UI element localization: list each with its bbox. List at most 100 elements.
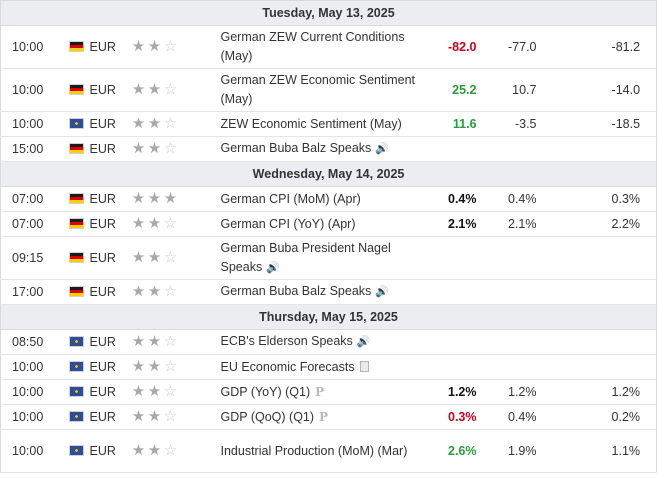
event-name[interactable]: German Buba Balz Speaks: [220, 284, 372, 298]
star-filled-icon: ★: [131, 383, 146, 400]
event-row[interactable]: 07:00 EUR ★ ★ ★ German CPI (MoM) (Apr) 0.4% 0.4…: [0, 186, 657, 212]
importance-stars: ★ ★ ☆: [130, 68, 221, 112]
event-name-cell[interactable]: GDP (YoY) (Q1) P: [220, 379, 429, 405]
star-empty-icon: ☆: [163, 358, 178, 375]
currency-code: EUR: [89, 335, 116, 349]
star-empty-icon: ☆: [163, 81, 178, 98]
germany-flag-icon: [68, 193, 84, 204]
event-previous: [574, 236, 657, 280]
day-header-label: Thursday, May 15, 2025: [0, 304, 657, 330]
event-actual: 25.2: [428, 68, 487, 112]
event-currency-cell: EUR: [68, 111, 131, 137]
eu-flag-icon: [68, 336, 84, 347]
importance-stars: ★ ★ ☆: [130, 236, 221, 280]
event-name-cell[interactable]: German Buba Balz Speaks 🔊: [220, 279, 429, 305]
event-name[interactable]: German ZEW Current Conditions (May): [220, 30, 405, 63]
event-time: 07:00: [0, 186, 69, 212]
event-name[interactable]: German ZEW Economic Sentiment (May): [220, 73, 416, 106]
event-forecast: 0.4%: [486, 404, 575, 430]
day-header: Tuesday, May 13, 2025: [0, 0, 657, 26]
preliminary-icon: P: [319, 409, 329, 424]
event-time: 10:00: [0, 111, 69, 137]
event-currency-cell: EUR: [68, 186, 131, 212]
event-forecast: 10.7: [486, 68, 575, 112]
event-currency-cell: EUR: [68, 354, 131, 380]
star-filled-icon: ★: [147, 358, 162, 375]
importance-stars: ★ ★ ☆: [130, 136, 221, 162]
event-name-cell[interactable]: German CPI (YoY) (Apr): [220, 211, 429, 237]
currency-code: EUR: [89, 410, 116, 424]
event-time: 10:00: [0, 429, 69, 473]
star-filled-icon: ★: [147, 215, 162, 232]
star-empty-icon: ☆: [163, 408, 178, 425]
event-row[interactable]: 10:00 EUR ★ ★ ☆ German ZEW Economic Sentiment…: [0, 68, 657, 112]
event-name-cell[interactable]: German Buba President Nagel Speaks 🔊: [220, 236, 429, 280]
star-filled-icon: ★: [131, 81, 146, 98]
event-time: 15:00: [0, 136, 69, 162]
event-name-cell[interactable]: German ZEW Current Conditions (May): [220, 25, 429, 69]
star-empty-icon: ☆: [163, 140, 178, 157]
event-name[interactable]: EU Economic Forecasts: [220, 359, 355, 374]
event-name[interactable]: GDP (YoY) (Q1): [220, 384, 311, 399]
event-row[interactable]: 10:00 EUR ★ ★ ☆ ZEW Economic Sentiment (May) 1…: [0, 111, 657, 137]
event-actual: [428, 329, 487, 355]
event-name-cell[interactable]: ECB's Elderson Speaks 🔊: [220, 329, 429, 355]
event-row[interactable]: 10:00 EUR ★ ★ ☆ GDP (YoY) (Q1) P 1.2% 1.2% 1.2%: [0, 379, 657, 405]
event-actual: 11.6: [428, 111, 487, 137]
event-row[interactable]: 15:00 EUR ★ ★ ☆ German Buba Balz Speaks 🔊: [0, 136, 657, 162]
event-row[interactable]: 09:15 EUR ★ ★ ☆ German Buba President Nagel S…: [0, 236, 657, 280]
event-actual: 2.6%: [428, 429, 487, 473]
eu-flag-icon: [68, 118, 84, 129]
event-row[interactable]: 10:00 EUR ★ ★ ☆ German ZEW Current Conditions…: [0, 25, 657, 69]
event-name[interactable]: ZEW Economic Sentiment (May): [220, 116, 402, 131]
event-previous: 2.2%: [574, 211, 657, 237]
star-filled-icon: ★: [163, 190, 178, 207]
event-name[interactable]: German CPI (YoY) (Apr): [220, 216, 356, 231]
event-currency-cell: EUR: [68, 379, 131, 405]
event-time: 17:00: [0, 279, 69, 305]
star-filled-icon: ★: [147, 140, 162, 157]
importance-stars: ★ ★ ☆: [130, 211, 221, 237]
event-name-cell[interactable]: German ZEW Economic Sentiment (May): [220, 68, 429, 112]
event-previous: 1.2%: [574, 379, 657, 405]
event-row[interactable]: 17:00 EUR ★ ★ ☆ German Buba Balz Speaks 🔊: [0, 279, 657, 305]
event-name-cell[interactable]: German CPI (MoM) (Apr): [220, 186, 429, 212]
event-name-cell[interactable]: German Buba Balz Speaks 🔊: [220, 136, 429, 162]
importance-stars: ★ ★ ☆: [130, 404, 221, 430]
event-name-cell[interactable]: ZEW Economic Sentiment (May): [220, 111, 429, 137]
event-name-cell[interactable]: GDP (QoQ) (Q1) P: [220, 404, 429, 430]
germany-flag-icon: [68, 143, 84, 154]
star-filled-icon: ★: [131, 115, 146, 132]
currency-code: EUR: [89, 117, 116, 131]
event-previous: -18.5: [574, 111, 657, 137]
event-name[interactable]: ECB's Elderson Speaks: [220, 334, 353, 348]
eu-flag-icon: [68, 386, 84, 397]
event-currency-cell: EUR: [68, 429, 131, 473]
event-name[interactable]: German CPI (MoM) (Apr): [220, 191, 361, 206]
event-name-cell[interactable]: EU Economic Forecasts: [220, 354, 429, 380]
event-forecast: 1.9%: [486, 429, 575, 473]
importance-stars: ★ ★ ☆: [130, 379, 221, 405]
event-row[interactable]: 10:00 EUR ★ ★ ☆ EU Economic Forecasts: [0, 354, 657, 380]
event-row[interactable]: 08:50 EUR ★ ★ ☆ ECB's Elderson Speaks 🔊: [0, 329, 657, 355]
preliminary-icon: P: [315, 384, 325, 399]
event-currency-cell: EUR: [68, 404, 131, 430]
event-row[interactable]: 10:00 EUR ★ ★ ☆ GDP (QoQ) (Q1) P 0.3% 0.4% 0.2%: [0, 404, 657, 430]
day-header-label: Tuesday, May 13, 2025: [0, 0, 657, 26]
event-forecast: [486, 354, 575, 380]
event-name[interactable]: German Buba Balz Speaks: [220, 141, 372, 155]
event-row[interactable]: 07:00 EUR ★ ★ ☆ German CPI (YoY) (Apr) 2.1% 2.1…: [0, 211, 657, 237]
event-name[interactable]: Industrial Production (MoM) (Mar): [220, 443, 408, 458]
star-filled-icon: ★: [147, 249, 162, 266]
star-filled-icon: ★: [131, 408, 146, 425]
event-name[interactable]: German Buba President Nagel Speaks: [220, 240, 391, 274]
event-name-cell[interactable]: Industrial Production (MoM) (Mar): [220, 429, 429, 473]
day-header-label: Wednesday, May 14, 2025: [0, 161, 657, 187]
star-filled-icon: ★: [147, 283, 162, 300]
event-row[interactable]: 10:00 EUR ★ ★ ☆ Industrial Production (MoM) (…: [0, 429, 657, 473]
event-name[interactable]: GDP (QoQ) (Q1): [220, 409, 315, 424]
speaker-icon: 🔊: [375, 286, 389, 298]
germany-flag-icon: [68, 286, 84, 297]
star-empty-icon: ☆: [163, 115, 178, 132]
germany-flag-icon: [68, 84, 84, 95]
